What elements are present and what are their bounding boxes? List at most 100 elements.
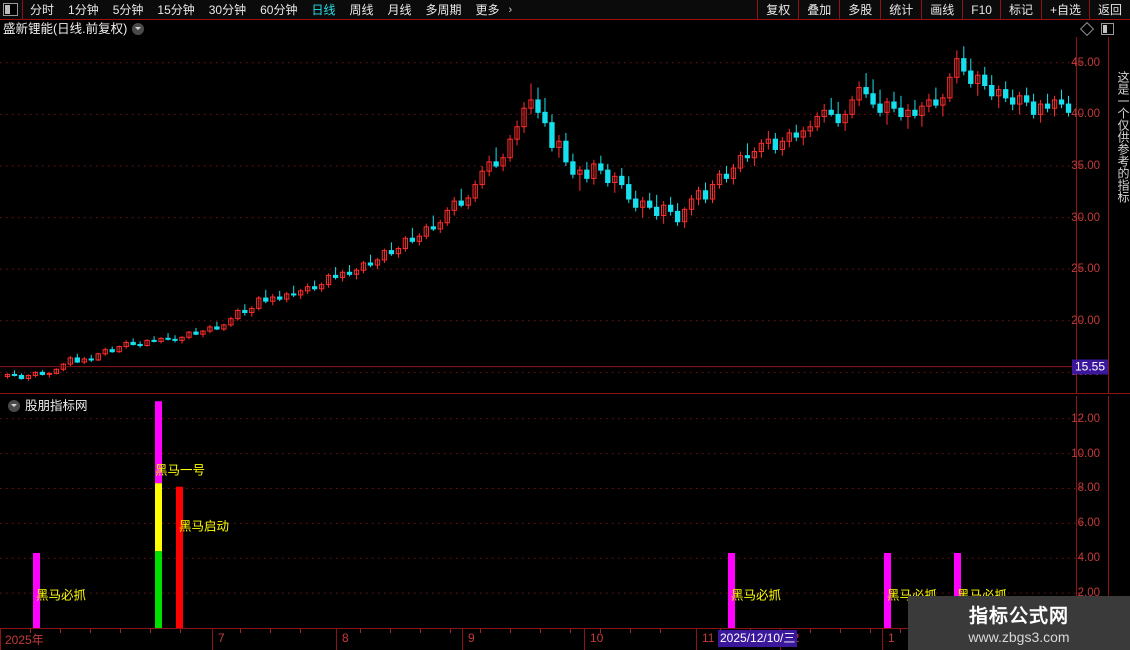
axis-border-left (1076, 37, 1077, 393)
signal-label: 黑马必抓 (731, 588, 782, 603)
toolbar-divider-r8 (1088, 0, 1090, 20)
date-axis-tick (360, 629, 361, 633)
title-right-icons (1079, 21, 1130, 37)
toolbar-divider-r6 (999, 0, 1001, 20)
date-axis-tick (300, 629, 301, 633)
ind-axis-border-right (1108, 396, 1109, 628)
date-axis-separator (696, 629, 697, 650)
period-tab-8[interactable]: 月线 (387, 2, 412, 17)
indicator-axis-tick (1078, 453, 1082, 455)
period-tab-5[interactable]: 60分钟 (260, 2, 298, 17)
date-axis-tick (30, 629, 31, 633)
date-axis-label: 10 (590, 631, 604, 645)
date-axis-label: 7 (218, 631, 225, 645)
toolbar-divider-r3 (880, 0, 882, 20)
period-tab-3[interactable]: 15分钟 (157, 2, 195, 17)
price-pane-vertical-text: 这是一个仅供参考的指标 (1116, 71, 1129, 203)
chevron-right-icon[interactable]: › (508, 3, 513, 16)
date-axis-tick (660, 629, 661, 633)
period-tab-daily[interactable]: 日线 (311, 2, 336, 17)
date-axis-tick (90, 629, 91, 633)
price-axis-label: 25.00 (1071, 263, 1100, 276)
candlestick-chart (0, 46, 1076, 381)
chevron-down-circle-icon[interactable] (132, 23, 145, 35)
price-axis-label: 35.00 (1071, 159, 1100, 172)
indicator-signal-chart (0, 401, 1076, 628)
page-title: 盛新锂能(日线.前复权) (3, 22, 128, 36)
date-axis-tick (840, 629, 841, 633)
watermark-title: 指标公式网 (968, 606, 1069, 627)
panel-split-icon[interactable] (1101, 23, 1114, 35)
date-axis-separator (336, 629, 337, 650)
date-axis-tick (450, 629, 451, 633)
price-axis-tick (1078, 217, 1082, 219)
price-axis-tick (1078, 320, 1082, 322)
date-axis-tick (150, 629, 151, 633)
price-axis-label: 40.00 (1071, 108, 1100, 121)
price-axis-label: 45.00 (1071, 56, 1100, 69)
chevron-down-circle-icon[interactable] (8, 400, 20, 412)
toolbar-divider-r7 (1040, 0, 1042, 20)
period-tab-4[interactable]: 30分钟 (208, 2, 247, 17)
date-axis-label: 2025年 (5, 633, 44, 647)
price-axis-tick (1078, 62, 1082, 64)
date-axis-separator (882, 629, 883, 650)
date-axis-tick (870, 629, 871, 633)
price-axis-tick (1078, 165, 1082, 167)
period-tab-1[interactable]: 1分钟 (68, 2, 99, 17)
toolbar-divider-r2 (839, 0, 841, 20)
window-split-icon[interactable] (3, 3, 18, 16)
date-axis: 2025年789101112122025/12/10/三 (0, 628, 1130, 650)
date-axis-tick (570, 629, 571, 633)
date-axis-tick (270, 629, 271, 633)
price-chart-pane[interactable] (0, 37, 1076, 393)
date-axis-separator (212, 629, 213, 650)
signal-label: 黑马启动 (179, 519, 230, 534)
period-tab-2[interactable]: 5分钟 (112, 2, 144, 17)
date-axis-separator (0, 629, 1, 650)
axis-border-right (1108, 37, 1109, 393)
signal-label: 黑马一号 (155, 463, 206, 478)
date-axis-tick (480, 629, 481, 633)
price-axis: 这是一个仅供参考的指标 45.00 40.00 35.00 30.00 25.00 20.… (1071, 37, 1130, 393)
indicator-title: 股朋指标网 (25, 399, 88, 413)
pane-divider (0, 393, 1130, 394)
indicator-chart-pane[interactable]: 黑马必抓黑马一号黑马启动黑马必抓黑马必抓黑马必抓 (0, 396, 1076, 628)
button-add-watchlist[interactable]: +自选 (1049, 2, 1081, 17)
button-back[interactable]: 返回 (1097, 2, 1122, 17)
cursor-date-badge: 2025/12/10/三 (718, 630, 798, 647)
date-axis-separator (462, 629, 463, 650)
period-tab-more[interactable]: 更多 (475, 2, 500, 17)
diamond-icon[interactable] (1079, 21, 1095, 37)
button-duogu[interactable]: 多股 (848, 2, 873, 17)
toolbar-divider-r1 (798, 0, 800, 20)
ind-axis-border-left (1076, 396, 1077, 628)
button-biaoji[interactable]: 标记 (1008, 2, 1033, 17)
price-axis-label: 30.00 (1071, 211, 1100, 224)
indicator-axis-tick (1078, 592, 1082, 594)
button-f10[interactable]: F10 (971, 2, 992, 17)
indicator-axis-tick (1078, 557, 1082, 559)
date-axis-tick (540, 629, 541, 633)
button-huaxian[interactable]: 画线 (930, 2, 955, 17)
period-tab-7[interactable]: 周线 (349, 2, 374, 17)
date-axis-tick (60, 629, 61, 633)
button-tongji[interactable]: 统计 (889, 2, 914, 17)
button-diejia[interactable]: 叠加 (807, 2, 832, 17)
button-fuquan[interactable]: 复权 (766, 2, 791, 17)
period-tab-9[interactable]: 多周期 (425, 2, 462, 17)
period-tab-0[interactable]: 分时 (30, 2, 55, 17)
date-axis-tick (810, 629, 811, 633)
date-axis-label: 1 (888, 631, 895, 645)
top-toolbar: 分时 1分钟 5分钟 15分钟 30分钟 60分钟 日线 周线 月线 多周期 更… (0, 0, 1130, 20)
price-axis-tick (1078, 113, 1082, 115)
date-axis-label: 8 (342, 631, 349, 645)
toolbar-divider-r5 (962, 0, 964, 20)
date-axis-tick (510, 629, 511, 633)
date-axis-tick (390, 629, 391, 633)
date-axis-tick (180, 629, 181, 633)
current-price-tag: 15.55 (1071, 359, 1108, 375)
date-axis-separator (584, 629, 585, 650)
indicator-axis-label: 10.00 (1071, 447, 1100, 460)
